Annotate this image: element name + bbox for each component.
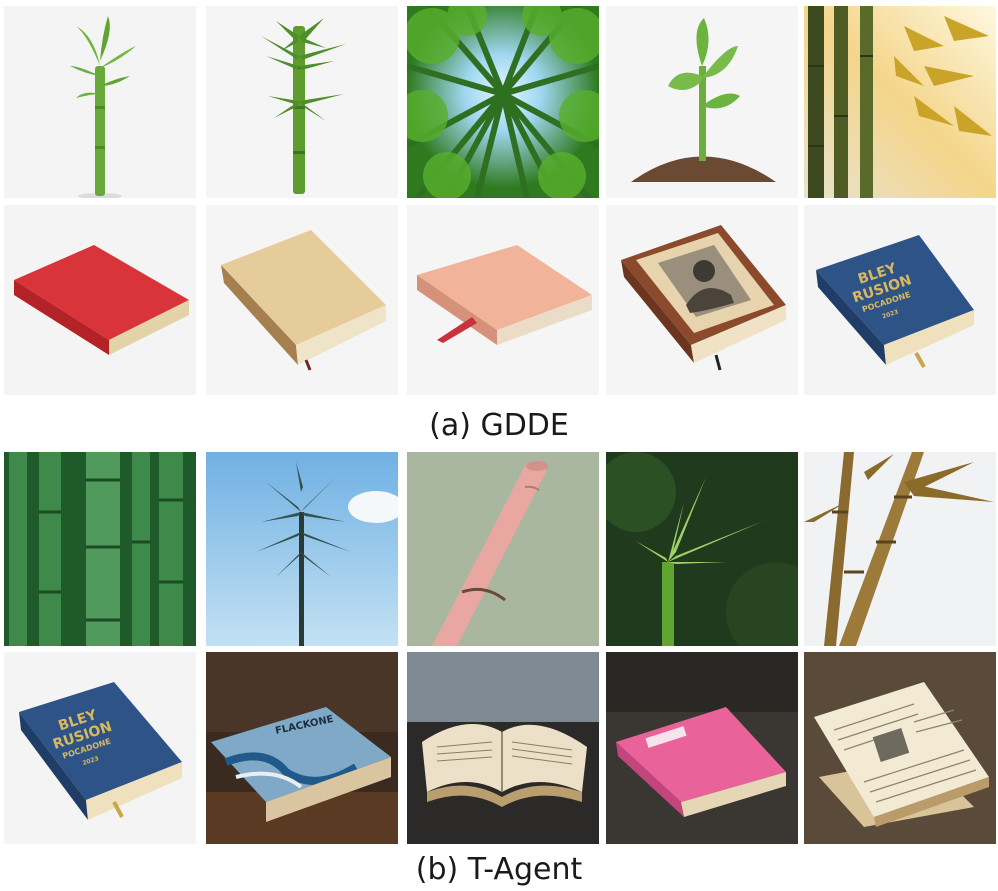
tagent-dry-bamboo-image (804, 452, 996, 646)
tagent-pink-bamboo-image (407, 452, 599, 646)
tagent-bamboo-stalks-image (4, 452, 196, 646)
gdde-red-book-image (4, 205, 196, 395)
gdde-cover-year: 2023 (881, 309, 899, 321)
caption-t-agent: (b) T-Agent (415, 852, 583, 887)
tagent-bamboo-shoot-image (606, 452, 798, 646)
tagent-cover-year: 2023 (82, 755, 100, 767)
tagent-pink-book-image (606, 652, 798, 844)
gdde-seedling-image (606, 6, 798, 198)
caption-gdde: (a) GDDE (429, 408, 569, 443)
gdde-parchment-book-image (206, 205, 398, 395)
gdde-bamboo-forest-image (407, 6, 599, 198)
gdde-bamboo-image-1 (4, 6, 196, 198)
tagent-blue-book-image: BLEY RUSION POCADONE 2023 (4, 652, 196, 844)
gdde-bamboo-sunlight-image (804, 6, 996, 198)
gdde-peach-book-image (407, 205, 599, 395)
gdde-blue-book-image: BLEY RUSION POCADONE 2023 (804, 205, 996, 395)
gdde-portrait-book-image (606, 205, 798, 395)
tagent-open-book-rock-image (407, 652, 599, 844)
tagent-wave-book-image: FLACKONE (206, 652, 398, 844)
tagent-book-stack-image (804, 652, 996, 844)
gdde-bamboo-image-2 (206, 6, 398, 198)
tagent-bamboo-sky-image (206, 452, 398, 646)
